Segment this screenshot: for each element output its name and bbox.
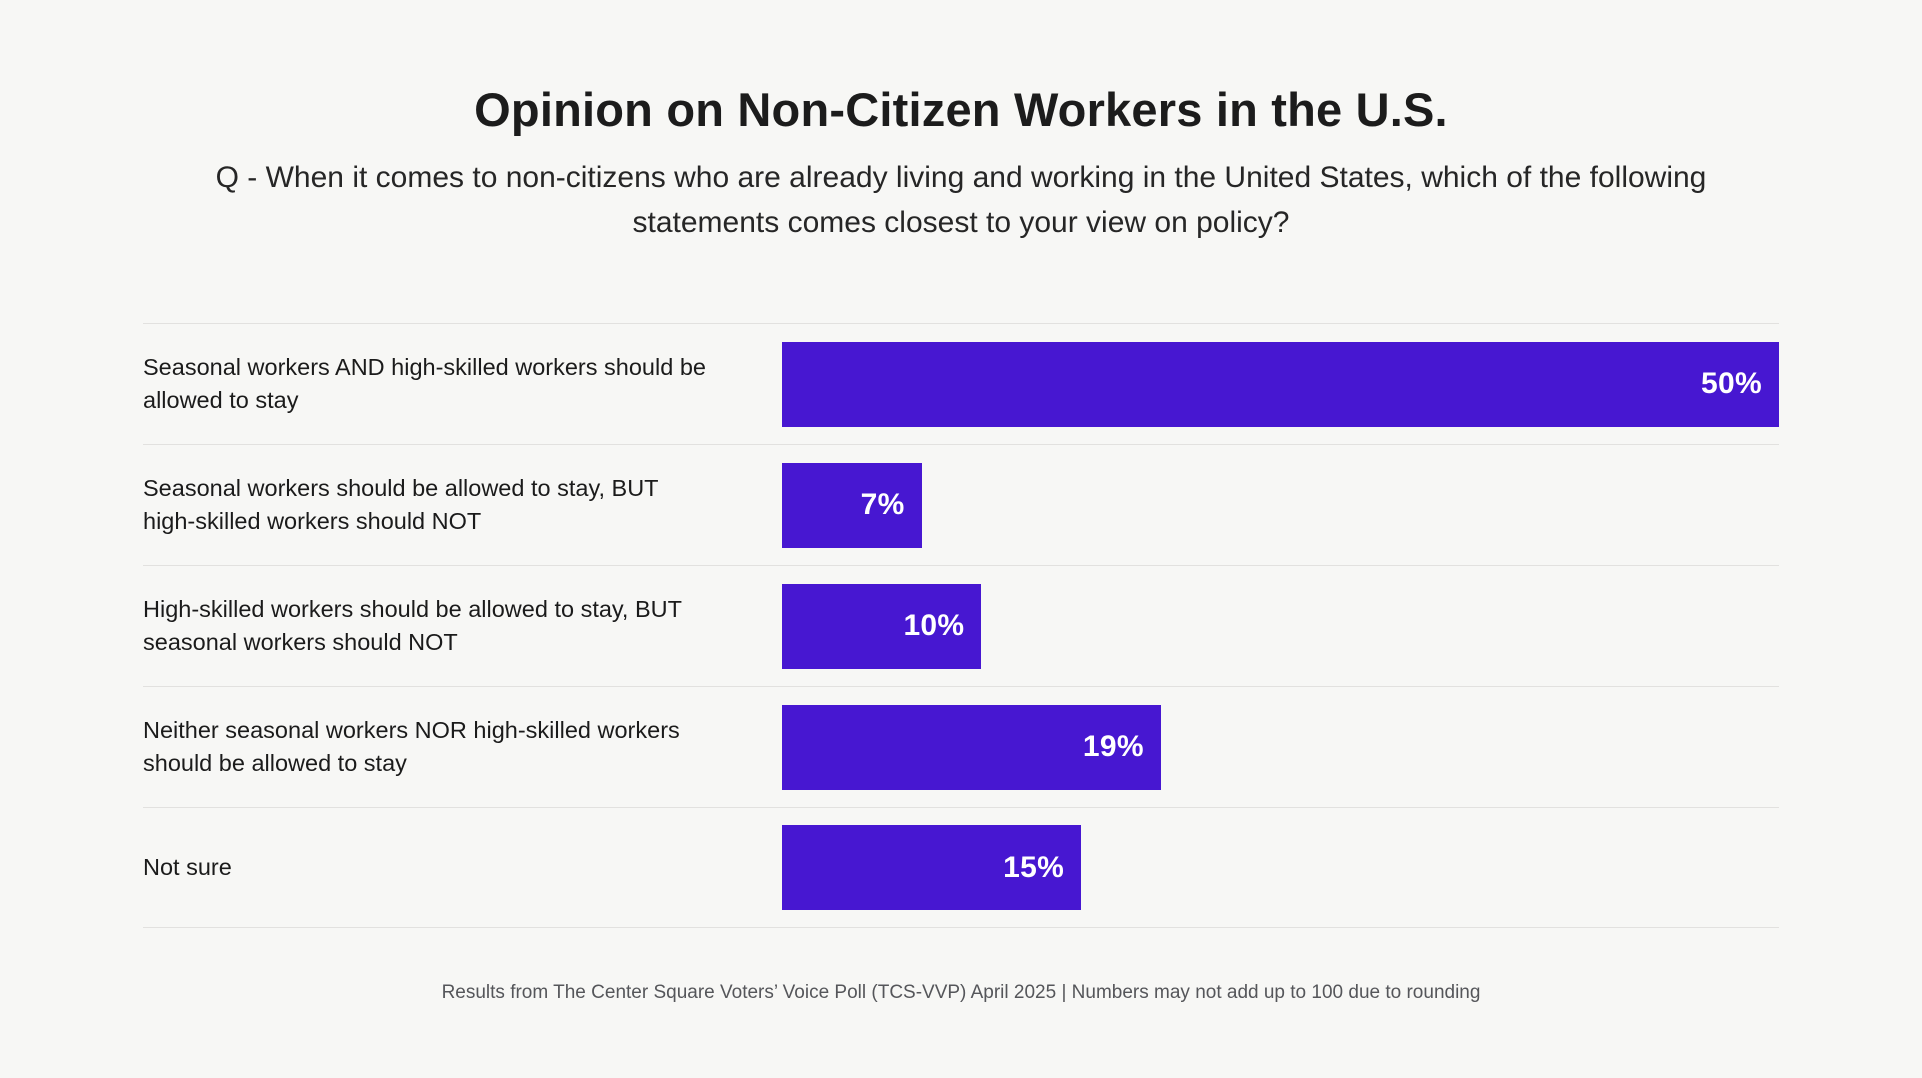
chart-subtitle: Q - When it comes to non-citizens who ar… bbox=[215, 161, 1707, 239]
bar-value-label: 10% bbox=[903, 609, 965, 642]
chart-row: Seasonal workers should be allowed to st… bbox=[143, 444, 1779, 565]
row-label: Neither seasonal workers NOR high-skille… bbox=[143, 716, 680, 776]
bar-value-label: 50% bbox=[1701, 367, 1762, 400]
bar-track: 7% bbox=[782, 462, 1779, 548]
chart-row: High-skilled workers should be allowed t… bbox=[143, 565, 1779, 686]
bar-track: 10% bbox=[782, 583, 1779, 669]
bar: 15% bbox=[782, 825, 1082, 910]
row-label: Seasonal workers AND high-skilled worker… bbox=[143, 353, 706, 413]
row-label: High-skilled workers should be allowed t… bbox=[143, 595, 682, 655]
chart-row: Seasonal workers AND high-skilled worker… bbox=[143, 323, 1779, 444]
page-title: Opinion on Non-Citizen Workers in the U.… bbox=[474, 83, 1448, 136]
bar: 7% bbox=[782, 462, 922, 548]
row-label: Not sure bbox=[143, 853, 232, 880]
bar-value-label: 7% bbox=[860, 488, 905, 521]
chart-row: Not sure 15% bbox=[143, 807, 1779, 928]
bar-value-label: 19% bbox=[1082, 730, 1144, 763]
bar: 50% bbox=[782, 341, 1779, 427]
bar-track: 19% bbox=[782, 704, 1779, 790]
bar-chart: Seasonal workers AND high-skilled worker… bbox=[143, 323, 1779, 928]
bar-track: 15% bbox=[782, 825, 1779, 910]
bar: 10% bbox=[782, 583, 982, 669]
chart-row: Neither seasonal workers NOR high-skille… bbox=[143, 686, 1779, 807]
bar-value-label: 15% bbox=[1003, 850, 1065, 884]
bar: 19% bbox=[782, 704, 1161, 790]
row-label: Seasonal workers should be allowed to st… bbox=[143, 474, 659, 534]
bar-track: 50% bbox=[782, 341, 1779, 427]
chart-footnote: Results from The Center Square Voters’ V… bbox=[441, 982, 1481, 1003]
chart-header: Opinion on Non-Citizen Workers in the U.… bbox=[0, 0, 1922, 245]
